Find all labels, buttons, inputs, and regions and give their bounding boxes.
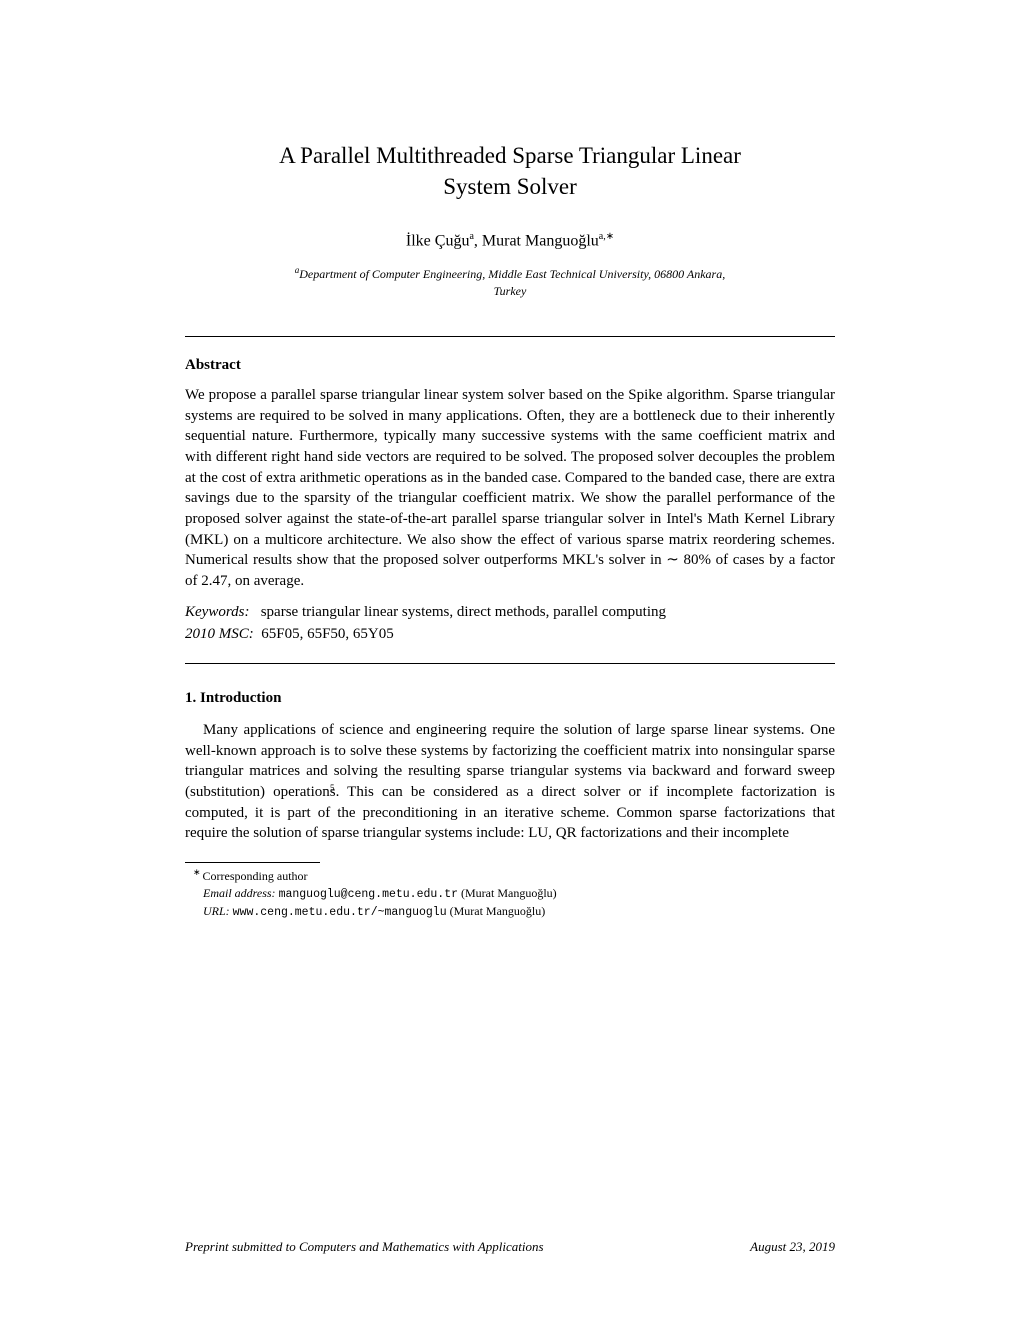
intro-wrapper: 5 Many applications of science and engin…: [185, 720, 835, 844]
affiliation-line-2: Turkey: [494, 284, 527, 298]
msc-text: 65F05, 65F50, 65Y05: [261, 626, 394, 642]
footer: Preprint submitted to Computers and Math…: [185, 1238, 835, 1256]
title-line-2: System Solver: [443, 174, 577, 199]
author-separator: ,: [474, 232, 482, 249]
footnote-url-address: www.ceng.metu.edu.tr/~manguoglu: [233, 906, 447, 919]
footnote-corresponding-text: Corresponding author: [203, 869, 308, 883]
footnote-email: Email address: manguoglu@ceng.metu.edu.t…: [185, 885, 835, 903]
keywords-label: Keywords:: [185, 604, 249, 620]
title-line-1: A Parallel Multithreaded Sparse Triangul…: [279, 143, 741, 168]
section-1-body: Many applications of science and enginee…: [185, 720, 835, 844]
msc-label: 2010 MSC:: [185, 626, 254, 642]
msc: 2010 MSC: 65F05, 65F50, 65Y05: [185, 624, 835, 644]
author-2-name: Murat Manguoğlu: [482, 232, 599, 249]
line-number-5: 5: [330, 782, 335, 794]
abstract-body: We propose a parallel sparse triangular …: [185, 385, 835, 592]
section-1-heading: 1. Introduction: [185, 688, 835, 708]
footnote-url-name: (Murat Manguoğlu): [450, 904, 546, 918]
affiliation: aDepartment of Computer Engineering, Mid…: [185, 264, 835, 300]
authors: İlke Çuğua, Murat Manguoğlua,∗: [185, 230, 835, 252]
rule-top: [185, 336, 835, 337]
footer-left: Preprint submitted to Computers and Math…: [185, 1238, 544, 1256]
footnote-rule: [185, 862, 320, 863]
footnote-email-address: manguoglu@ceng.metu.edu.tr: [279, 888, 458, 901]
rule-bottom: [185, 663, 835, 664]
author-1-name: İlke Çuğu: [406, 232, 470, 249]
footnote-email-label: Email address:: [203, 886, 276, 900]
author-2-sup: a,∗: [599, 231, 614, 242]
footnote-url-label: URL:: [203, 904, 230, 918]
paper-title: A Parallel Multithreaded Sparse Triangul…: [185, 140, 835, 202]
footer-right: August 23, 2019: [750, 1238, 835, 1256]
footnote-url: URL: www.ceng.metu.edu.tr/~manguoglu (Mu…: [185, 903, 835, 921]
keywords-text: sparse triangular linear systems, direct…: [261, 604, 666, 620]
footnote-email-name: (Murat Manguoğlu): [461, 886, 557, 900]
footnote-corresponding-sup: ∗: [193, 867, 201, 877]
affiliation-line-1: Department of Computer Engineering, Midd…: [299, 267, 725, 281]
keywords: Keywords: sparse triangular linear syste…: [185, 602, 835, 623]
abstract-heading: Abstract: [185, 355, 835, 375]
footnote-corresponding: ∗Corresponding author: [185, 866, 835, 885]
